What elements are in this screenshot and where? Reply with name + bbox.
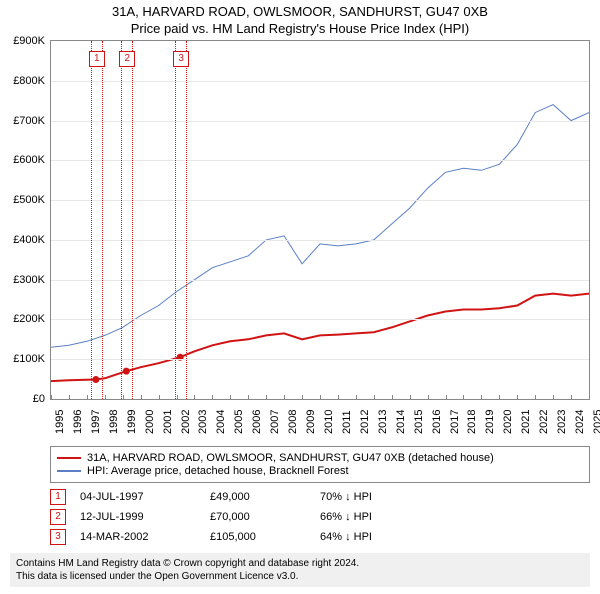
x-axis-label: 2019 — [484, 410, 496, 434]
legend-label: 31A, HARVARD ROAD, OWLSMOOR, SANDHURST, … — [87, 452, 494, 464]
y-axis-label: £400K — [13, 234, 45, 246]
event-band-number: 1 — [89, 51, 105, 67]
x-axis-label: 2005 — [233, 410, 245, 434]
y-axis-label: £100K — [13, 353, 45, 365]
footer-line: Contains HM Land Registry data © Crown c… — [16, 557, 584, 570]
x-axis-label: 1996 — [72, 410, 84, 434]
x-axis-label: 2007 — [269, 410, 281, 434]
x-axis-label: 2004 — [215, 410, 227, 434]
event-date: 04-JUL-1997 — [80, 491, 210, 503]
x-axis-label: 2006 — [251, 410, 263, 434]
x-axis-label: 1998 — [108, 410, 120, 434]
event-band: 3 — [175, 41, 187, 399]
event-delta: 66% ↓ HPI — [320, 511, 372, 523]
event-band: 2 — [121, 41, 133, 399]
event-price: £49,000 — [210, 491, 320, 503]
event-date: 12-JUL-1999 — [80, 511, 210, 523]
event-band-number: 2 — [119, 51, 135, 67]
event-band-number: 3 — [173, 51, 189, 67]
legend-swatch — [57, 470, 81, 472]
x-axis-label: 2014 — [395, 410, 407, 434]
y-axis-label: £600K — [13, 154, 45, 166]
x-axis-label: 2015 — [413, 410, 425, 434]
legend-item: 31A, HARVARD ROAD, OWLSMOOR, SANDHURST, … — [57, 452, 583, 464]
event-row: 3 14-MAR-2002£105,00064% ↓ HPI — [50, 529, 590, 545]
x-axis-label: 2021 — [520, 410, 532, 434]
x-axis-label: 2011 — [341, 410, 353, 434]
y-axis-label: £0 — [33, 393, 45, 405]
x-axis-label: 2003 — [197, 410, 209, 434]
event-price: £70,000 — [210, 511, 320, 523]
event-table: 1 04-JUL-1997£49,00070% ↓ HPI 2 12-JUL-1999… — [50, 489, 590, 545]
y-axis-label: £700K — [13, 115, 45, 127]
y-axis-label: £300K — [13, 274, 45, 286]
x-axis-label: 2002 — [180, 410, 192, 434]
chart-plot-area: £0£100K£200K£300K£400K£500K£600K£700K£80… — [50, 40, 590, 400]
attribution-footer: Contains HM Land Registry data © Crown c… — [10, 553, 590, 587]
event-delta: 70% ↓ HPI — [320, 491, 372, 503]
chart-subtitle: Price paid vs. HM Land Registry's House … — [0, 21, 600, 36]
x-axis-label: 2010 — [323, 410, 335, 434]
x-axis-label: 2018 — [466, 410, 478, 434]
event-row: 1 04-JUL-1997£49,00070% ↓ HPI — [50, 489, 590, 505]
legend-label: HPI: Average price, detached house, Brac… — [87, 465, 349, 477]
x-axis-label: 2013 — [377, 410, 389, 434]
x-axis-label: 2023 — [556, 410, 568, 434]
event-price: £105,000 — [210, 531, 320, 543]
x-axis-label: 2009 — [305, 410, 317, 434]
x-axis-label: 2008 — [287, 410, 299, 434]
y-axis-label: £800K — [13, 75, 45, 87]
chart-title: 31A, HARVARD ROAD, OWLSMOOR, SANDHURST, … — [0, 4, 600, 19]
footer-line: This data is licensed under the Open Gov… — [16, 570, 584, 583]
y-axis-label: £500K — [13, 194, 45, 206]
x-axis-labels: 1995 1996 1997 1998 1999 2000 2001 2002 2003 2004… — [50, 400, 590, 440]
x-axis-label: 2016 — [431, 410, 443, 434]
legend-box: 31A, HARVARD ROAD, OWLSMOOR, SANDHURST, … — [50, 446, 590, 483]
event-row: 2 12-JUL-1999£70,00066% ↓ HPI — [50, 509, 590, 525]
x-axis-label: 2024 — [574, 410, 586, 434]
y-axis-label: £900K — [13, 35, 45, 47]
legend-item: HPI: Average price, detached house, Brac… — [57, 465, 583, 477]
event-number: 3 — [50, 529, 66, 545]
event-band: 1 — [91, 41, 103, 399]
event-date: 14-MAR-2002 — [80, 531, 210, 543]
legend-swatch — [57, 457, 81, 459]
x-axis-label: 1997 — [90, 410, 102, 434]
x-axis-label: 2012 — [359, 410, 371, 434]
x-axis-label: 2025 — [592, 410, 600, 434]
event-number: 2 — [50, 509, 66, 525]
x-axis-label: 2022 — [538, 410, 550, 434]
y-axis-label: £200K — [13, 313, 45, 325]
event-delta: 64% ↓ HPI — [320, 531, 372, 543]
x-axis-label: 2020 — [502, 410, 514, 434]
x-axis-label: 1999 — [126, 410, 138, 434]
x-axis-label: 2017 — [449, 410, 461, 434]
event-number: 1 — [50, 489, 66, 505]
x-axis-label: 1995 — [54, 410, 66, 434]
x-axis-label: 2001 — [162, 410, 174, 434]
x-axis-label: 2000 — [144, 410, 156, 434]
